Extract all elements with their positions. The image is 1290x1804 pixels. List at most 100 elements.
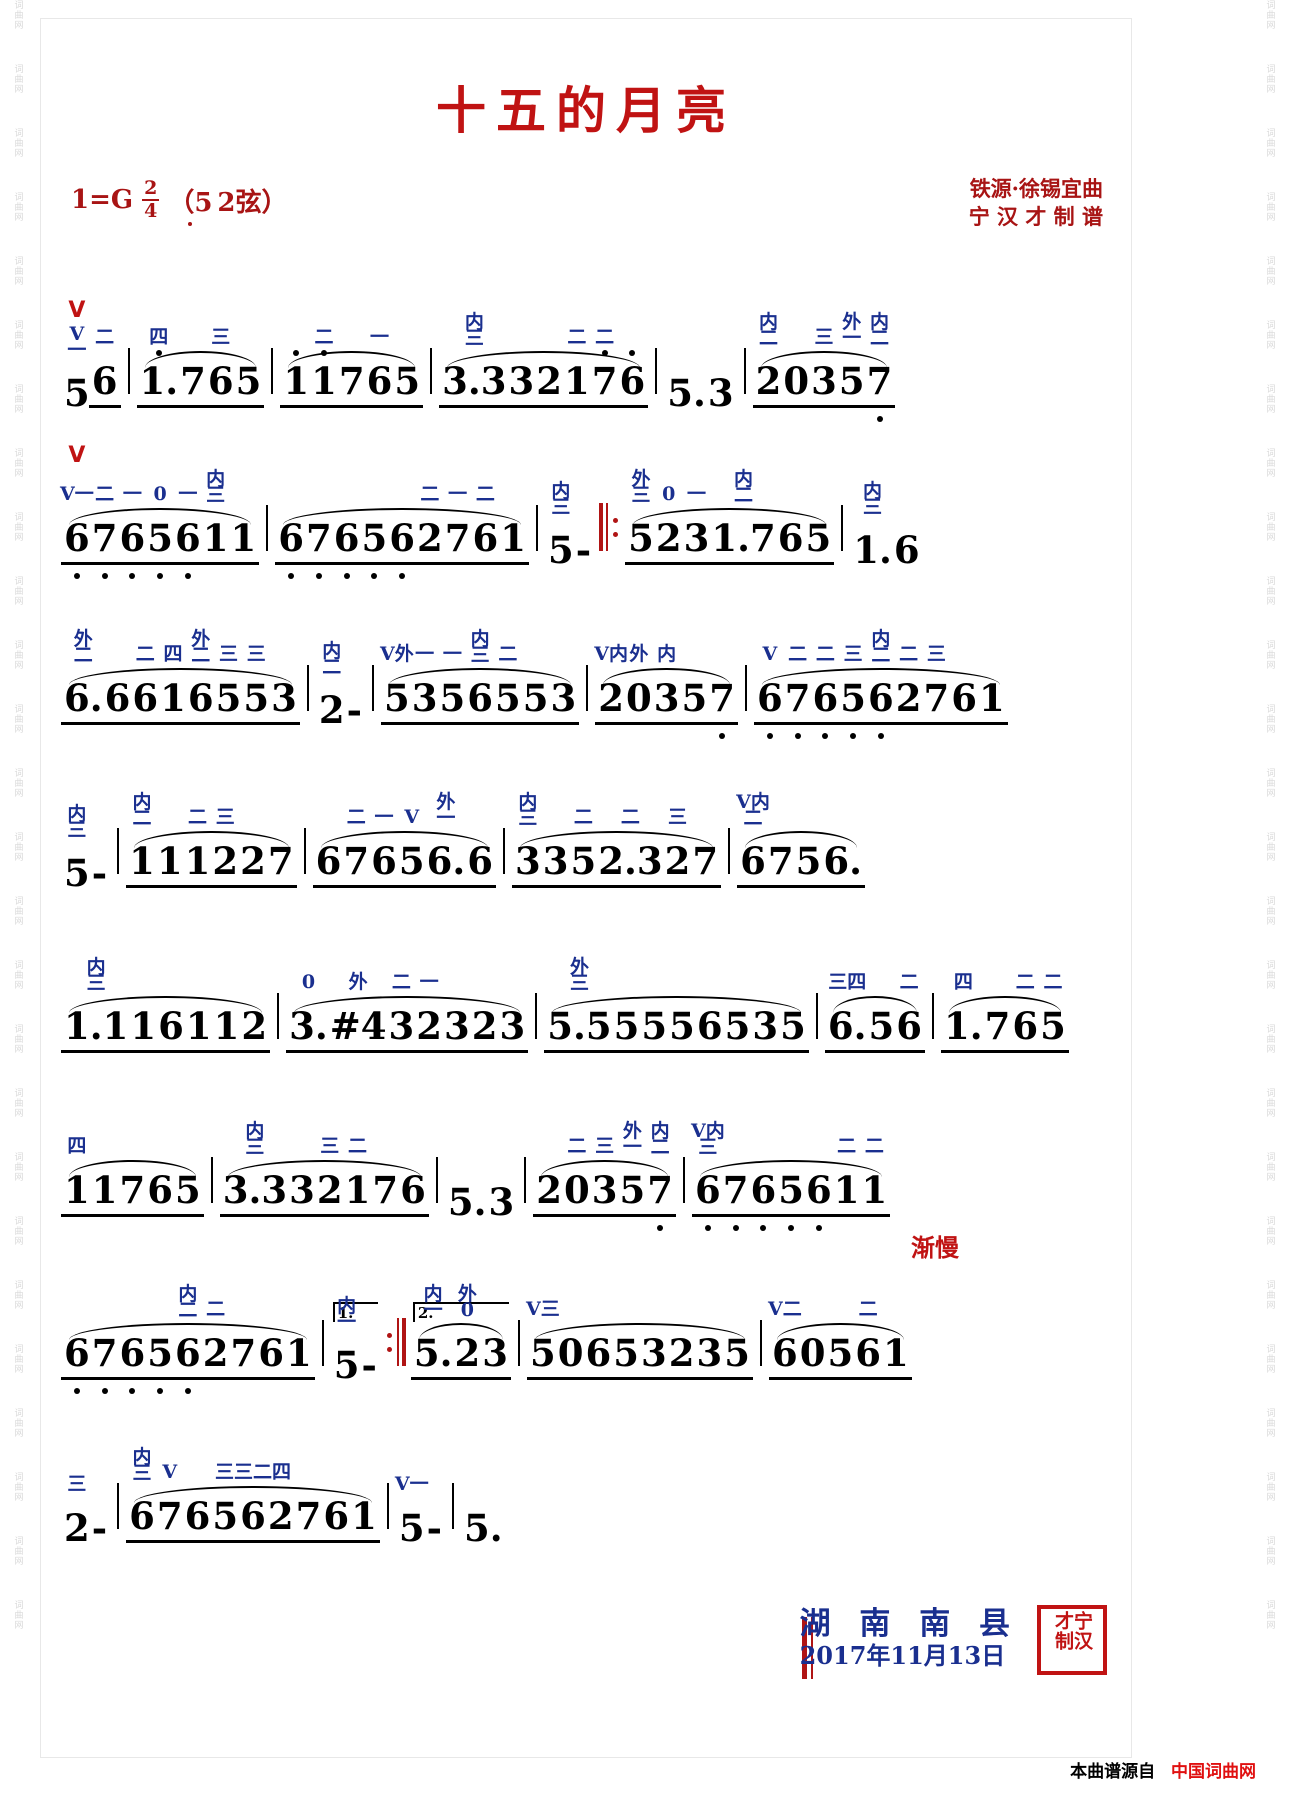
note-glyph: 6 [315, 839, 342, 883]
beam-line [153, 885, 186, 888]
beam-line [88, 1377, 121, 1380]
note: 内 二 2 [318, 611, 346, 730]
note: 2 [238, 927, 271, 1053]
beam-line [796, 1377, 829, 1380]
beam-line [155, 1050, 187, 1053]
octave-dot-low [760, 1225, 767, 1231]
note: 0 [554, 1254, 587, 1380]
final-barline [802, 1617, 813, 1679]
note: 5 [777, 927, 809, 1053]
note-glyph: 7 [92, 1334, 118, 1394]
note-glyph: 7 [785, 679, 811, 739]
note-glyph: 5 [838, 359, 865, 403]
note-glyph: 7 [338, 359, 365, 403]
watermark-text: 词 曲 网 [1266, 64, 1276, 94]
note: 1 [348, 1417, 380, 1543]
beam-line [209, 885, 242, 888]
beam-line [126, 1540, 158, 1543]
beam-line [61, 562, 93, 565]
watermark-text: 词 曲 网 [1266, 1472, 1276, 1502]
note-glyph: 6 [472, 516, 499, 560]
note-glyph: 3 [488, 1180, 515, 1224]
note: 7 [764, 762, 797, 888]
note: 5 [792, 762, 825, 888]
note-glyph: 5 [619, 1168, 646, 1212]
beam-line [774, 562, 807, 565]
note-glyph: 7 [723, 1171, 749, 1231]
watermark-text: 词 曲 网 [1266, 576, 1276, 606]
note: 5 [721, 927, 754, 1053]
note-glyph: 5 [362, 519, 387, 579]
fingering-mark: 外 [348, 971, 368, 993]
note-glyph: 3 [271, 676, 297, 720]
note: 6 [803, 1091, 835, 1231]
beam-line [533, 405, 566, 408]
note: 四 1. [941, 927, 986, 1053]
beam-line [625, 562, 657, 565]
octave-dot-low [794, 733, 801, 739]
beam-line [320, 1540, 353, 1543]
beam-line [61, 722, 106, 725]
barline [683, 1157, 686, 1203]
beam-line [638, 1050, 671, 1053]
beam-line [264, 885, 297, 888]
note-glyph: 2 [316, 1168, 343, 1212]
beam-line [665, 1377, 698, 1380]
fingering-mark: 三 [67, 1473, 87, 1495]
octave-dot-low [788, 1225, 795, 1231]
fingering-mark: 三 [211, 326, 231, 348]
fingering-mark: V一 [394, 1473, 429, 1495]
watermark-text: 词 曲 网 [1266, 896, 1276, 926]
measure: 内 三 5- [547, 419, 592, 572]
fingering-mark: 三 [246, 643, 266, 665]
measure: 内 三 1.1 1 6 1 1 2 [61, 907, 271, 1057]
note-glyph: - [575, 528, 592, 572]
note-glyph: 3 [515, 839, 541, 883]
beam-line [368, 885, 400, 888]
fingering-mark: 三 [667, 806, 688, 828]
note: V内 2 [594, 599, 628, 725]
note-glyph: 6 [158, 1004, 184, 1048]
note-glyph: 1 [861, 1168, 888, 1212]
note-glyph: 5 [147, 1334, 173, 1394]
beam-line [666, 1050, 698, 1053]
note: 5 [172, 1091, 204, 1217]
beam-line [721, 1377, 753, 1380]
beam-line [363, 405, 396, 408]
octave-dot-low [129, 573, 136, 579]
note-glyph: 5 [398, 1506, 425, 1550]
beam-line [880, 1377, 912, 1380]
note: 7 [706, 599, 738, 739]
note-glyph: 5 [215, 676, 242, 720]
watermark-text: 词 曲 网 [14, 768, 24, 798]
beam-line [88, 1214, 121, 1217]
note-glyph: 3 [499, 1004, 526, 1048]
note-glyph: 1 [286, 1331, 312, 1375]
beam-line [232, 405, 265, 408]
note: 6 [582, 1254, 615, 1380]
time-signature-numerator: 2 [142, 177, 160, 201]
note: 5 [638, 927, 671, 1053]
note-glyph: 7 [767, 839, 794, 883]
watermark-text: 词 曲 网 [1266, 960, 1276, 990]
beam-line [61, 1377, 93, 1380]
fingering-mark: 二 [837, 1135, 857, 1157]
note-glyph: 7 [867, 362, 892, 422]
note-glyph: 2 [668, 1331, 695, 1375]
note-glyph: 1.1 [64, 1004, 129, 1048]
fingering-mark: V三 [526, 1298, 560, 1320]
fingering-mark: 一 [686, 483, 706, 505]
fingering-mark: V [762, 643, 778, 665]
barline [932, 993, 935, 1039]
fingering-mark: 外 一 [622, 1120, 642, 1158]
note: 6 [747, 1091, 780, 1231]
beam-line [303, 562, 335, 565]
beam-line [852, 1377, 884, 1380]
